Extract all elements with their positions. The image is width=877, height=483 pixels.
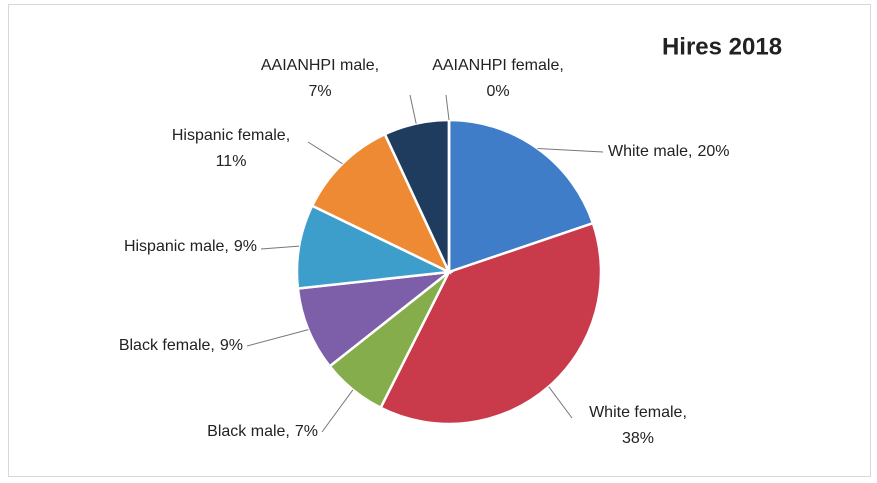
data-label: AAIANHPI female, 0%	[432, 57, 564, 100]
value-label: 7%	[295, 423, 318, 440]
separator: ,	[682, 404, 686, 421]
leader-line	[321, 389, 354, 433]
data-label: Hispanic male, 9%	[124, 238, 257, 255]
separator: ,	[224, 238, 228, 255]
pie-slice	[296, 270, 454, 368]
value-label: 9%	[220, 337, 243, 354]
value-label: 7%	[308, 83, 331, 100]
category-name: AAIANHPI female	[432, 57, 559, 74]
separator: ,	[688, 143, 692, 160]
leader-line	[445, 94, 450, 121]
leader-line	[537, 147, 604, 153]
pie-slice	[310, 132, 452, 275]
data-label: White male, 20%	[608, 143, 730, 160]
separator: ,	[285, 423, 289, 440]
category-name: Black male	[207, 423, 285, 440]
chart-title: Hires 2018	[662, 33, 782, 60]
separator: ,	[375, 57, 379, 74]
data-label: AAIANHPI male, 7%	[261, 57, 379, 100]
value-label: 20%	[697, 143, 729, 160]
separator: ,	[286, 127, 290, 144]
data-label: Hispanic female, 11%	[172, 127, 290, 170]
data-label: White female, 38%	[589, 404, 687, 447]
value-label: 11%	[216, 153, 247, 170]
leader-line	[409, 94, 417, 124]
value-label: 0%	[486, 83, 509, 100]
data-label: Black male, 7%	[207, 423, 318, 440]
category-name: Hispanic female	[172, 127, 286, 144]
separator: ,	[210, 337, 214, 354]
category-name: White male	[608, 143, 688, 160]
leader-line	[548, 386, 573, 419]
separator: ,	[559, 57, 563, 74]
category-name: Black female	[119, 337, 211, 354]
value-label: 9%	[234, 238, 257, 255]
category-name: Hispanic male	[124, 238, 225, 255]
pie-slice	[447, 118, 595, 274]
leader-line	[246, 329, 309, 347]
leader-line	[307, 141, 343, 165]
value-label: 38%	[622, 430, 654, 447]
data-label: Black female, 9%	[119, 337, 243, 354]
category-name: AAIANHPI male	[261, 57, 375, 74]
pie-slice	[378, 221, 603, 426]
category-name: White female	[589, 404, 682, 421]
pie-slice	[295, 204, 454, 290]
leader-line	[260, 245, 300, 250]
